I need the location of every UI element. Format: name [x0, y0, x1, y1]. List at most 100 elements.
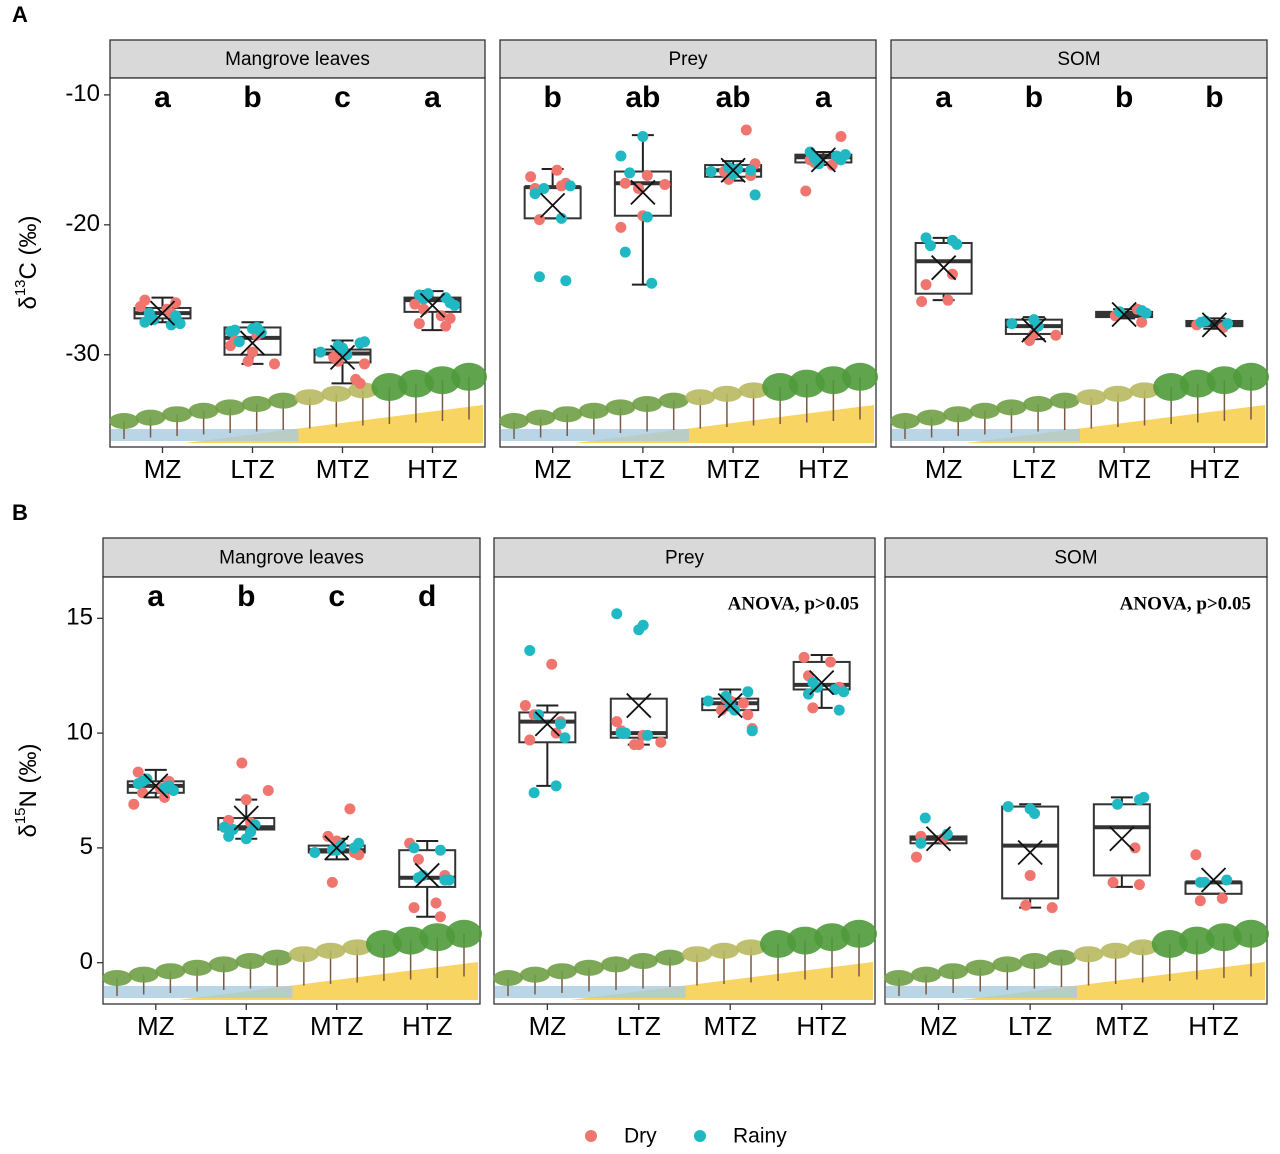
point	[637, 130, 649, 142]
point	[413, 318, 425, 330]
canopy	[1023, 396, 1054, 412]
canopy	[347, 382, 378, 399]
point	[1222, 318, 1234, 330]
mean-marker	[931, 255, 957, 281]
point	[637, 619, 649, 631]
point	[165, 319, 177, 331]
legend-marker	[694, 1130, 706, 1142]
point	[924, 240, 936, 252]
point	[749, 189, 761, 201]
box	[403, 296, 462, 313]
strip	[109, 39, 486, 79]
canopy	[262, 949, 293, 966]
significance-letter: a	[935, 81, 952, 114]
point	[218, 821, 230, 833]
canopy	[419, 923, 456, 952]
mean-marker	[1201, 312, 1227, 338]
significance-letter: a	[815, 81, 832, 114]
mean-marker	[626, 692, 652, 719]
point	[354, 377, 366, 389]
x-tick-label: MZ	[920, 1011, 958, 1041]
x-tick-label: HTZ	[1188, 1011, 1239, 1041]
point	[745, 164, 757, 176]
x-tick-label: MZ	[925, 454, 963, 484]
point	[800, 185, 812, 197]
canopy	[1076, 389, 1107, 406]
canopy	[1178, 926, 1215, 955]
canopy	[1205, 923, 1242, 952]
point	[564, 180, 576, 192]
significance-letter: a	[147, 580, 164, 613]
x-tick-label: LTZ	[621, 454, 665, 484]
point	[742, 686, 754, 698]
point	[139, 294, 151, 306]
significance-letter: b	[1025, 81, 1043, 114]
y-tick-label: -10	[65, 80, 100, 107]
significance-letter: b	[243, 81, 261, 114]
canopy	[890, 413, 920, 429]
point	[1020, 899, 1032, 911]
significance-letter: b	[543, 81, 561, 114]
canopy	[711, 385, 742, 402]
point	[615, 150, 627, 162]
point	[655, 736, 667, 748]
canopy	[109, 413, 139, 429]
y-axis-label: δ15N (‰)	[12, 743, 42, 837]
canopy	[525, 409, 556, 426]
mean-marker	[630, 179, 656, 205]
point	[702, 695, 714, 707]
point	[1129, 842, 1141, 854]
point	[620, 727, 632, 739]
point	[951, 238, 963, 250]
x-tick-label: LTZ	[230, 454, 274, 484]
canopy	[499, 413, 529, 429]
canopy	[1179, 369, 1216, 398]
point	[833, 704, 845, 716]
point	[615, 221, 627, 233]
point	[555, 212, 567, 224]
point	[624, 167, 636, 179]
point	[1024, 869, 1036, 881]
point	[919, 812, 931, 824]
strip-title: Mangrove leaves	[219, 548, 364, 569]
canopy	[605, 399, 636, 416]
canopy	[294, 389, 325, 406]
point	[659, 179, 671, 191]
point	[740, 124, 752, 136]
mean-marker	[925, 826, 952, 852]
x-tick-label: HTZ	[1189, 454, 1240, 484]
point	[1107, 876, 1119, 888]
y-tick-label: 5	[80, 833, 93, 860]
canopy	[1102, 385, 1133, 402]
canopy	[135, 409, 166, 426]
canopy	[547, 963, 577, 980]
x-tick-label: MTZ	[316, 454, 370, 484]
point	[315, 346, 326, 358]
point	[1029, 807, 1041, 819]
strip-title: SOM	[1054, 548, 1097, 569]
strip	[884, 537, 1268, 578]
mean-marker	[810, 147, 836, 173]
legend-label: Dry	[624, 1125, 657, 1148]
point	[1111, 798, 1123, 810]
point	[550, 780, 562, 792]
point	[236, 757, 248, 769]
y-label-rest: N (‰)	[15, 743, 42, 807]
point	[555, 718, 567, 730]
x-tick-label: MTZ	[704, 1011, 758, 1041]
point	[942, 294, 954, 306]
y-label-base: δ	[15, 296, 42, 309]
canopy	[1073, 946, 1104, 963]
mean-marker	[329, 344, 356, 370]
canopy	[736, 939, 766, 956]
point	[528, 787, 540, 799]
canopy	[102, 970, 132, 986]
point	[1221, 874, 1233, 886]
mean-marker	[239, 330, 266, 356]
strip	[102, 537, 481, 578]
canopy	[574, 959, 604, 976]
y-label-sup: 15	[12, 807, 29, 824]
x-tick-label: MTZ	[1097, 454, 1151, 484]
canopy	[760, 930, 796, 958]
strip-title: Prey	[668, 49, 708, 70]
